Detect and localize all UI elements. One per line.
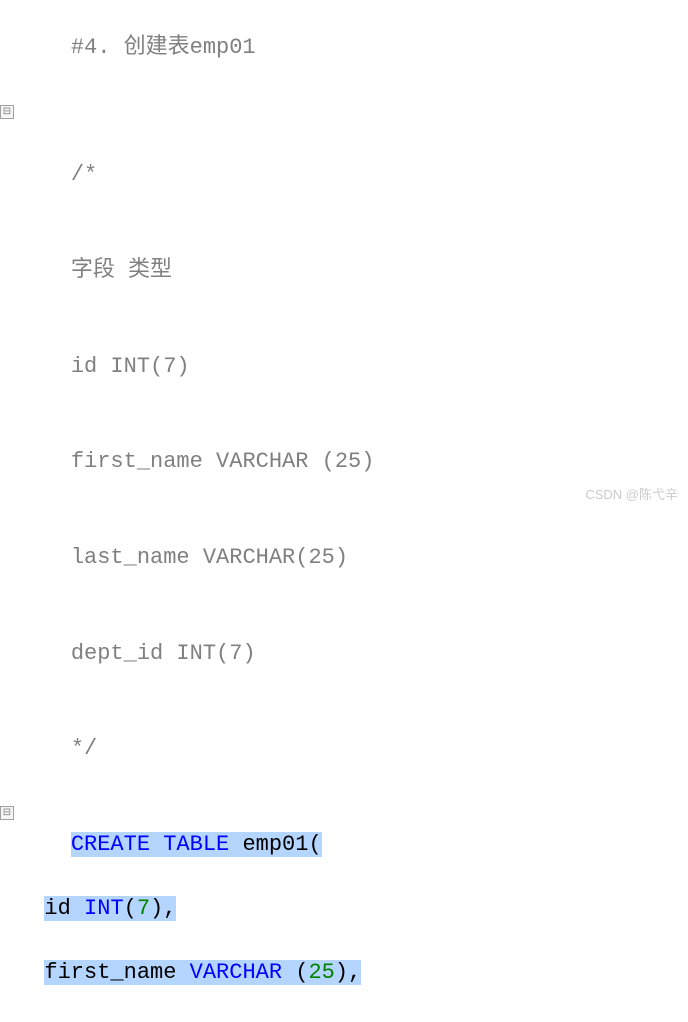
number: 25 <box>308 960 334 985</box>
code-line: id INT(7) <box>18 319 688 415</box>
code-editor[interactable]: #4. 创建表emp01 ⊟ /* 字段 类型 id INT(7) first_… <box>0 0 688 1022</box>
keyword: CREATE <box>71 832 150 857</box>
paren: ( <box>308 832 321 857</box>
code-line: first_name VARCHAR (25), <box>18 957 688 1021</box>
selection-highlight: CREATE TABLE emp01( <box>71 832 322 857</box>
code-line: last_name VARCHAR(25), <box>18 1021 688 1022</box>
selection-highlight: first_name VARCHAR (25), <box>44 960 361 985</box>
comment-text: dept_id INT(7) <box>71 641 256 666</box>
comment-text: 字段 类型 <box>71 258 172 283</box>
datatype: VARCHAR <box>190 960 282 985</box>
code-line: ⊟ /* <box>18 96 688 224</box>
comment-text: id INT(7) <box>71 354 190 379</box>
identifier: first_name <box>44 960 176 985</box>
datatype: INT <box>84 896 124 921</box>
comment-text: last_name VARCHAR(25) <box>71 545 348 570</box>
identifier: id <box>44 896 70 921</box>
comment-text: */ <box>71 736 97 761</box>
paren: ) <box>335 960 348 985</box>
comment-text: first_name VARCHAR (25) <box>71 449 375 474</box>
paren: ( <box>295 960 308 985</box>
comma: , <box>348 960 361 985</box>
keyword: TABLE <box>163 832 229 857</box>
watermark-text: CSDN @陈弋辛 <box>585 486 678 505</box>
fold-minus-icon[interactable]: ⊟ <box>0 806 14 820</box>
code-line: */ <box>18 702 688 798</box>
paren: ( <box>124 896 137 921</box>
identifier: emp01 <box>242 832 308 857</box>
comment-text: /* <box>71 162 97 187</box>
code-line: id INT(7), <box>18 893 688 957</box>
selection-highlight: id INT(7), <box>44 896 176 921</box>
code-line: 字段 类型 <box>18 223 688 319</box>
code-line: #4. 创建表emp01 <box>18 0 688 96</box>
fold-minus-icon[interactable]: ⊟ <box>0 105 14 119</box>
comma: , <box>163 896 176 921</box>
paren: ) <box>150 896 163 921</box>
code-line: last_name VARCHAR(25) <box>18 510 688 606</box>
code-line: ⊟CREATE TABLE emp01( <box>18 797 688 893</box>
comment-text: #4. 创建表emp01 <box>71 35 256 60</box>
code-line: dept_id INT(7) <box>18 606 688 702</box>
number: 7 <box>137 896 150 921</box>
